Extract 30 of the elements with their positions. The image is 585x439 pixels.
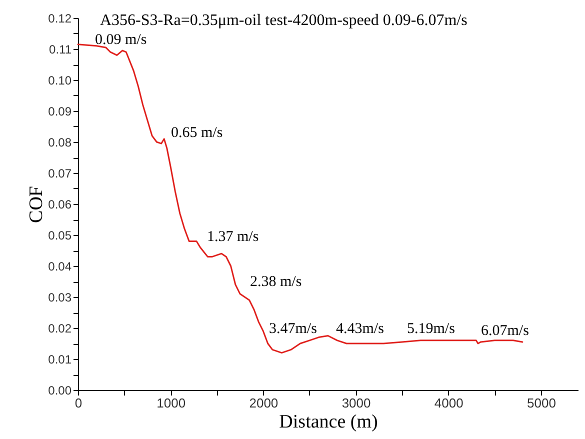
y-tick-label: 0.11 — [49, 42, 72, 56]
y-tick-label: 0.03 — [48, 290, 72, 304]
annotation: 6.07m/s — [481, 323, 530, 339]
annotation: 0.65 m/s — [171, 125, 223, 141]
y-tick-label: 0.06 — [48, 198, 72, 212]
y-tick-label: 0.08 — [48, 136, 72, 150]
annotation: 0.09 m/s — [95, 32, 147, 48]
annotation: 5.19m/s — [407, 321, 456, 337]
y-tick-label: 0.04 — [48, 260, 72, 274]
annotation: 2.38 m/s — [250, 274, 302, 290]
y-axis-title: COF — [26, 186, 48, 223]
annotation: 1.37 m/s — [207, 229, 259, 245]
y-tick-label: 0.00 — [48, 384, 72, 398]
y-tick-label: 0.05 — [48, 228, 72, 242]
x-tick-label: 0 — [74, 396, 82, 410]
y-tick-label: 0.07 — [48, 166, 72, 180]
x-tick-label: 3000 — [342, 396, 371, 410]
y-tick-label: 0.10 — [48, 74, 72, 88]
y-tick-label: 0.01 — [48, 352, 72, 366]
y-tick-label: 0.12 — [48, 12, 72, 26]
x-tick-label: 5000 — [527, 396, 556, 410]
annotation: 4.43m/s — [336, 321, 384, 337]
chart-title: A356-S3-Ra=0.35μm-oil test-4200m-speed 0.09-6.07m/s — [100, 12, 468, 29]
annotation: 3.47m/s — [269, 321, 318, 337]
y-tick-label: 0.09 — [48, 104, 72, 118]
y-tick-label: 0.02 — [48, 322, 72, 336]
x-tick-label: 4000 — [434, 396, 464, 410]
x-axis-title: Distance (m) — [279, 412, 378, 432]
x-tick-label: 2000 — [249, 396, 278, 410]
x-tick-label: 1000 — [156, 396, 186, 410]
